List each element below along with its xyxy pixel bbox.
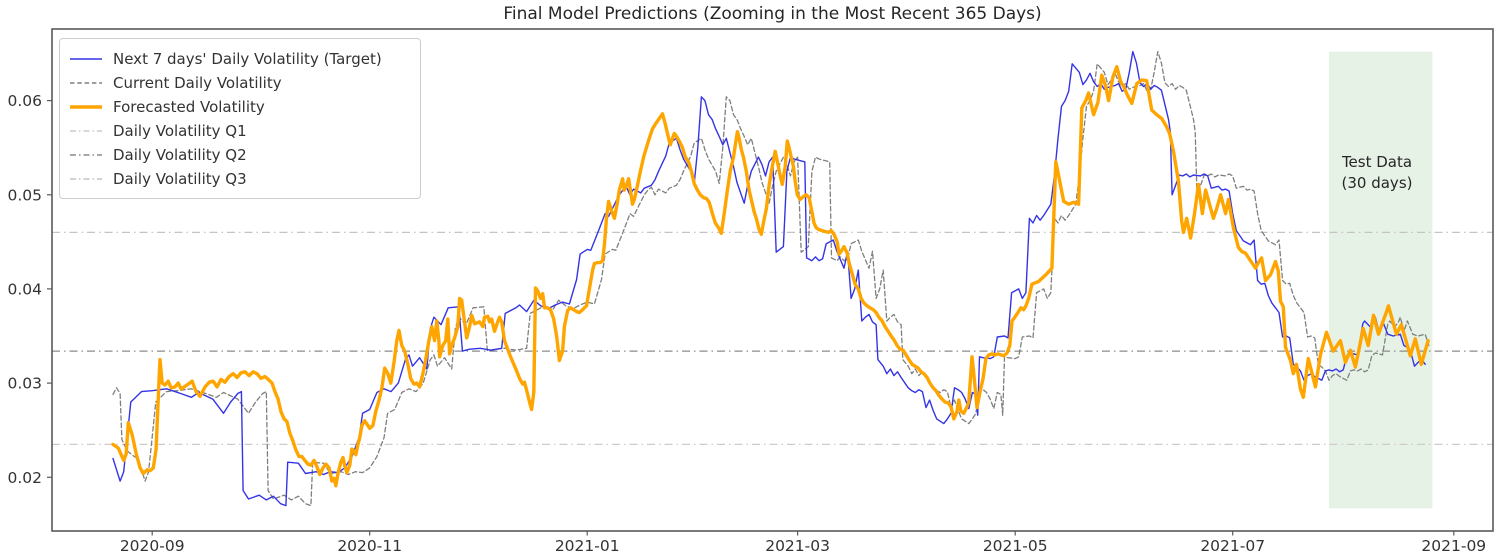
- test-band-label-line2: (30 days): [1341, 174, 1413, 192]
- legend-item-q1: Daily Volatility Q1: [68, 119, 410, 143]
- legend-item-target: Next 7 days' Daily Volatility (Target): [68, 47, 410, 71]
- legend-label-current: Current Daily Volatility: [113, 74, 282, 92]
- y-tick-label: 0.05: [7, 186, 42, 204]
- legend-label-q2: Daily Volatility Q2: [113, 146, 247, 164]
- legend-line-sample-q1-icon: [70, 130, 102, 132]
- target-line: [112, 50, 1426, 507]
- legend-item-q3: Daily Volatility Q3: [68, 167, 410, 191]
- test-data-band: [1329, 51, 1433, 509]
- y-tick-label: 0.04: [7, 280, 42, 298]
- y-tick-label: 0.03: [7, 375, 42, 393]
- legend-label-target: Next 7 days' Daily Volatility (Target): [113, 50, 382, 68]
- x-tick-label: 2020-11: [337, 537, 402, 555]
- legend-label-forecast: Forecasted Volatility: [113, 98, 265, 116]
- current-line: [112, 50, 1430, 507]
- y-tick-label: 0.02: [7, 469, 42, 487]
- x-tick-label: 2021-09: [1421, 537, 1486, 555]
- x-tick-label: 2020-09: [120, 537, 185, 555]
- x-tick-label: 2021-03: [765, 537, 830, 555]
- x-tick-label: 2021-05: [983, 537, 1048, 555]
- legend-line-sample-current-icon: [70, 82, 102, 84]
- x-tick-label: 2021-01: [555, 537, 620, 555]
- legend-item-forecast: Forecasted Volatility: [68, 95, 410, 119]
- forecast-line: [111, 65, 1430, 488]
- legend-line-sample-target-icon: [70, 58, 102, 60]
- legend-line-sample-forecast-icon: [70, 105, 102, 109]
- legend-line-sample-q3-icon: [70, 178, 102, 180]
- legend-label-q1: Daily Volatility Q1: [113, 122, 247, 140]
- legend-label-q3: Daily Volatility Q3: [113, 170, 247, 188]
- x-tick-label: 2021-07: [1200, 537, 1265, 555]
- y-tick-label: 0.06: [7, 92, 42, 110]
- legend-line-sample-q2-icon: [70, 154, 102, 156]
- legend-item-q2: Daily Volatility Q2: [68, 143, 410, 167]
- legend: Next 7 days' Daily Volatility (Target) C…: [59, 38, 421, 199]
- chart-title: Final Model Predictions (Zooming in the …: [503, 4, 1042, 24]
- test-band-label: Test Data (30 days): [1317, 152, 1437, 194]
- test-band-label-line1: Test Data: [1341, 153, 1413, 171]
- axes-frame: [51, 28, 1494, 532]
- legend-item-current: Current Daily Volatility: [68, 71, 410, 95]
